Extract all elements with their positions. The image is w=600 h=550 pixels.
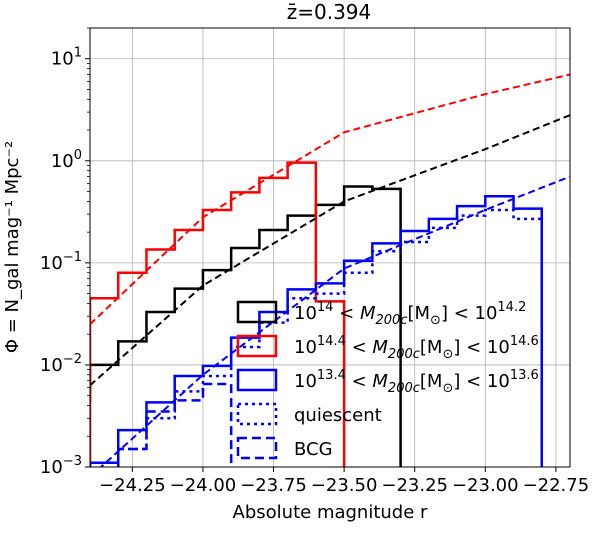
legend-swatch-quiescent (236, 402, 278, 426)
legend-label-blue: 1013.4 < M200c[M⊙] < 1013.6 (294, 368, 539, 396)
legend-label-quiescent: quiescent (294, 405, 382, 426)
x-tick-label: −24.00 (170, 475, 237, 496)
y-tick-label: 10−1 (40, 250, 82, 274)
legend-swatch-blue (236, 368, 278, 392)
y-axis-label: Φ = N_gal mag⁻¹ Mpc⁻² (2, 141, 23, 353)
series-line-2 (90, 194, 544, 467)
y-tick-label: 10−3 (40, 454, 82, 478)
legend-label-red: 1014.4 < M200c[M⊙] < 1014.6 (294, 334, 539, 362)
series-line-5 (90, 114, 570, 387)
x-tick-label: −23.50 (311, 475, 378, 496)
axes-frame (89, 27, 571, 468)
x-tick-label: −23.00 (452, 475, 519, 496)
y-axis-label-text: Φ = N_gal mag⁻¹ Mpc⁻² (2, 141, 23, 353)
legend-label-bcg: BCG (294, 439, 333, 460)
legend-swatch-black (236, 300, 278, 324)
plot-area (90, 73, 570, 467)
legend-swatch-red (236, 334, 278, 358)
x-tick-label: −23.25 (381, 475, 448, 496)
legend-swatch-bcg (236, 436, 278, 460)
x-tick-label: −24.25 (99, 475, 166, 496)
legend: 1014 < M200c[M⊙] < 1014.2 1014.4 < M200c[… (236, 300, 539, 460)
legend-label-black: 1014 < M200c[M⊙] < 1014.2 (294, 300, 526, 328)
y-tick-label: 101 (51, 46, 82, 70)
y-axis-ticks: 10−3 10−2 10−1 100 101 (40, 27, 90, 478)
y-tick-label: 10−2 (40, 352, 82, 376)
series-line-7 (99, 175, 570, 467)
x-tick-label: −23.75 (240, 475, 307, 496)
y-tick-label: 100 (51, 148, 82, 172)
series-line-1 (90, 161, 346, 467)
x-tick-label: −22.75 (523, 475, 590, 496)
series-group (90, 73, 570, 467)
chart-title: z̄=0.394 (287, 0, 372, 24)
x-axis-label: Absolute magnitude r (233, 502, 428, 523)
series-line-4 (116, 382, 233, 467)
series-line-6 (90, 73, 570, 326)
grid (90, 28, 570, 468)
x-axis-ticks: −24.25 −24.00 −23.75 −23.50 −23.25 −23.00 −22.… (99, 467, 589, 496)
